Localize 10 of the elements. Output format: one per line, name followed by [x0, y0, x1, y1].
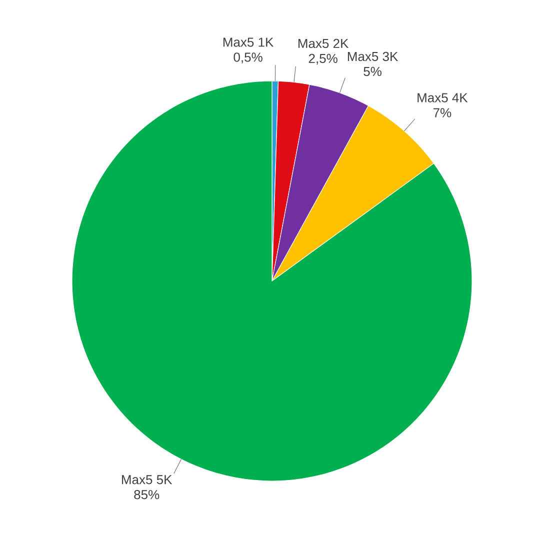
data-label: 2,5% [308, 54, 338, 65]
data-label: 5% [364, 66, 382, 76]
data-label: 7% [433, 108, 452, 118]
data-label: 85% [134, 490, 160, 500]
slice-label: Max5 5K [122, 475, 172, 484]
data-label: 0,5% [234, 52, 262, 64]
slice-label: Max5 3K [348, 52, 398, 62]
slice-label: Max5 1K [223, 38, 274, 47]
slice-label: Max5 4K [418, 93, 468, 102]
slice-label: Max5 2K [298, 38, 349, 48]
